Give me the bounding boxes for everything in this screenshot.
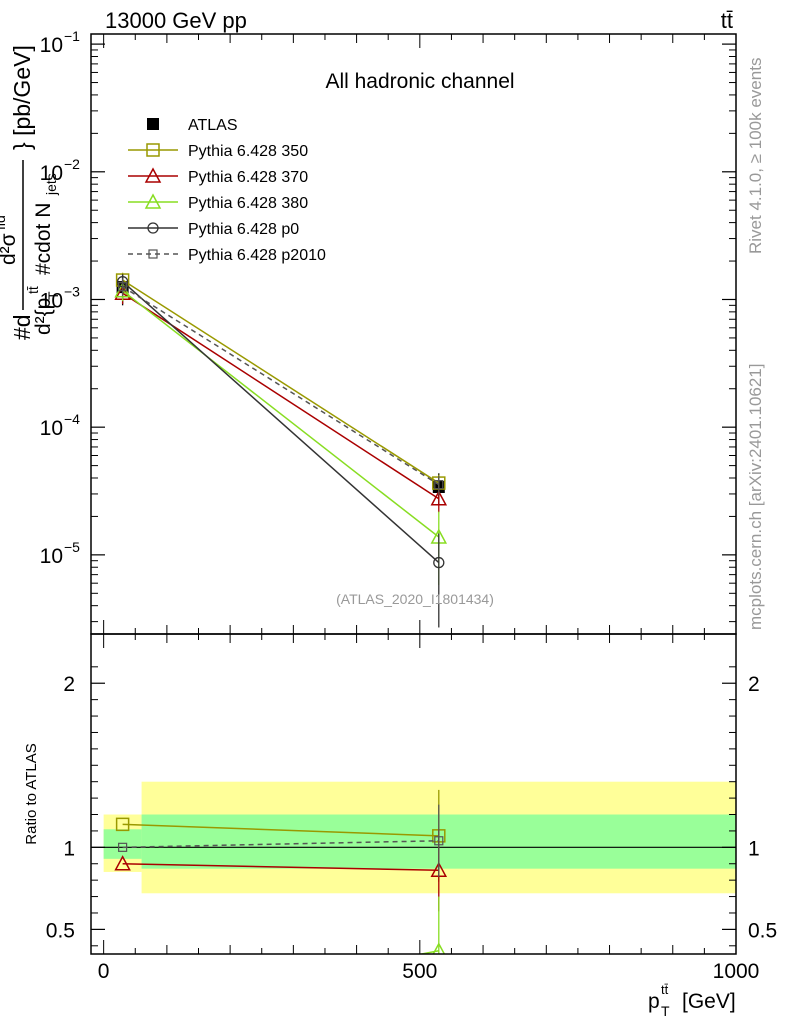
y-tick-label: 10 — [40, 289, 63, 312]
ratio-y-tick-label-right: 2 — [748, 673, 760, 696]
y-tick-label-exp: −5 — [64, 539, 80, 555]
y-label-numerator: d²σ — [0, 233, 20, 265]
x-label-sub: T — [661, 1003, 670, 1019]
ratio-line — [122, 862, 439, 872]
legend-label: Pythia 6.428 p0 — [188, 221, 299, 238]
legend-marker — [146, 143, 160, 157]
legend-marker — [148, 249, 158, 259]
y-label-denominator-sub: T — [45, 291, 61, 300]
ratio-line — [122, 840, 439, 849]
x-axis-label: p T tt̄ [GeV] — [648, 982, 736, 1019]
ratio-y-tick-label: 0.5 — [46, 919, 75, 942]
series-line — [122, 286, 440, 486]
y-tick-label-exp: −2 — [64, 156, 80, 172]
data-point — [434, 480, 444, 490]
ratio-line — [417, 949, 439, 954]
y-tick-label: 10 — [40, 545, 63, 568]
ratio-point — [118, 1006, 128, 1016]
y-tick-label-exp: −3 — [64, 283, 80, 299]
data-point — [433, 556, 445, 569]
ratio-plot-area — [91, 789, 736, 1017]
ratio-point — [116, 1004, 130, 1017]
ratio-point — [114, 855, 131, 871]
series-line — [122, 279, 440, 484]
y-tick-label: 10 — [40, 162, 63, 185]
ratio-axes: 0 500 1000 0.5 0.5 1 1 2 2 — [46, 633, 777, 983]
ratio-series-2 — [116, 896, 446, 1017]
x-tick-label: 0 — [98, 960, 110, 983]
legend-marker — [144, 193, 162, 209]
series-line — [122, 281, 440, 564]
y-tick-label-exp: −4 — [64, 411, 80, 427]
x-label-p: p — [648, 990, 660, 1013]
y-label-denominator: d²{p — [32, 298, 55, 335]
rivet-label: Rivet 4.1.0, ≥ 100k events — [746, 58, 765, 254]
data-point — [118, 282, 128, 292]
legend-marker — [147, 118, 159, 130]
ratio-y-axis-label: Ratio to ATLAS — [23, 743, 40, 844]
analysis-tag: (ATLAS_2020_I1801434) — [336, 591, 494, 607]
main-y-axis-label: #d d²σ fid d²{p T tt̄ #cdot N jets } [pb… — [0, 45, 61, 340]
ratio-point — [432, 942, 446, 954]
y-label-numerator-sup: fid — [0, 215, 8, 230]
process-label: tt̄ — [721, 8, 733, 33]
series-5 — [118, 278, 444, 495]
ratio-frame — [90, 633, 737, 955]
legend-label: Pythia 6.428 380 — [188, 195, 308, 212]
y-label-cdot: #cdot N — [32, 203, 55, 275]
legend-label: ATLAS — [188, 117, 238, 134]
legend-marker — [147, 222, 159, 234]
ratio-y-tick-label-right: 1 — [748, 837, 760, 860]
y-label-denominator-sup: tt̄ — [25, 286, 41, 294]
legend-label: Pythia 6.428 p2010 — [188, 247, 326, 264]
mcplots-label: mcplots.cern.ch [arXiv:2401.10621] — [746, 364, 765, 630]
series-line — [122, 290, 440, 538]
ratio-line — [122, 823, 439, 837]
y-tick-label: 10 — [40, 34, 63, 57]
y-tick-label: 10 — [40, 417, 63, 440]
ratio-uncertainty-bands — [103, 781, 736, 894]
ratio-y-tick-label: 1 — [63, 837, 75, 860]
x-tick-label: 500 — [402, 960, 437, 983]
energy-label: 13000 GeV pp — [105, 8, 247, 33]
data-point — [430, 490, 448, 506]
legend-label: Pythia 6.428 350 — [188, 143, 308, 160]
ratio-band — [103, 829, 142, 859]
ratio-point — [434, 836, 444, 846]
ratio-point — [118, 842, 128, 852]
legend-label: Pythia 6.428 370 — [188, 169, 308, 186]
series-3 — [114, 282, 448, 586]
x-label-unit: [GeV] — [682, 990, 736, 1013]
ratio-point — [115, 817, 130, 832]
ratio-y-tick-label: 2 — [63, 673, 75, 696]
ratio-series-4 — [118, 804, 444, 877]
chart-title: All hadronic channel — [325, 70, 514, 93]
series-1 — [115, 272, 446, 494]
y-label-prefix: #d — [9, 314, 35, 340]
ratio-y-tick-label-right: 0.5 — [748, 919, 777, 942]
legend-marker — [144, 167, 162, 183]
ratio-series-3 — [118, 1006, 444, 1016]
y-label-unit: } [pb/GeV] — [9, 45, 35, 150]
x-tick-label: 1000 — [713, 960, 760, 983]
y-label-cdot-sub: jets — [43, 173, 59, 196]
main-plot-area — [114, 272, 448, 628]
legend: ATLAS Pythia 6.428 350 Pythia 6.428 370 Pyt… — [128, 117, 326, 264]
series-2 — [114, 284, 448, 513]
y-tick-label-exp: −1 — [64, 28, 80, 44]
x-label-sup: tt̄ — [661, 982, 669, 997]
series-4 — [116, 274, 445, 628]
ratio-point — [434, 1006, 444, 1016]
